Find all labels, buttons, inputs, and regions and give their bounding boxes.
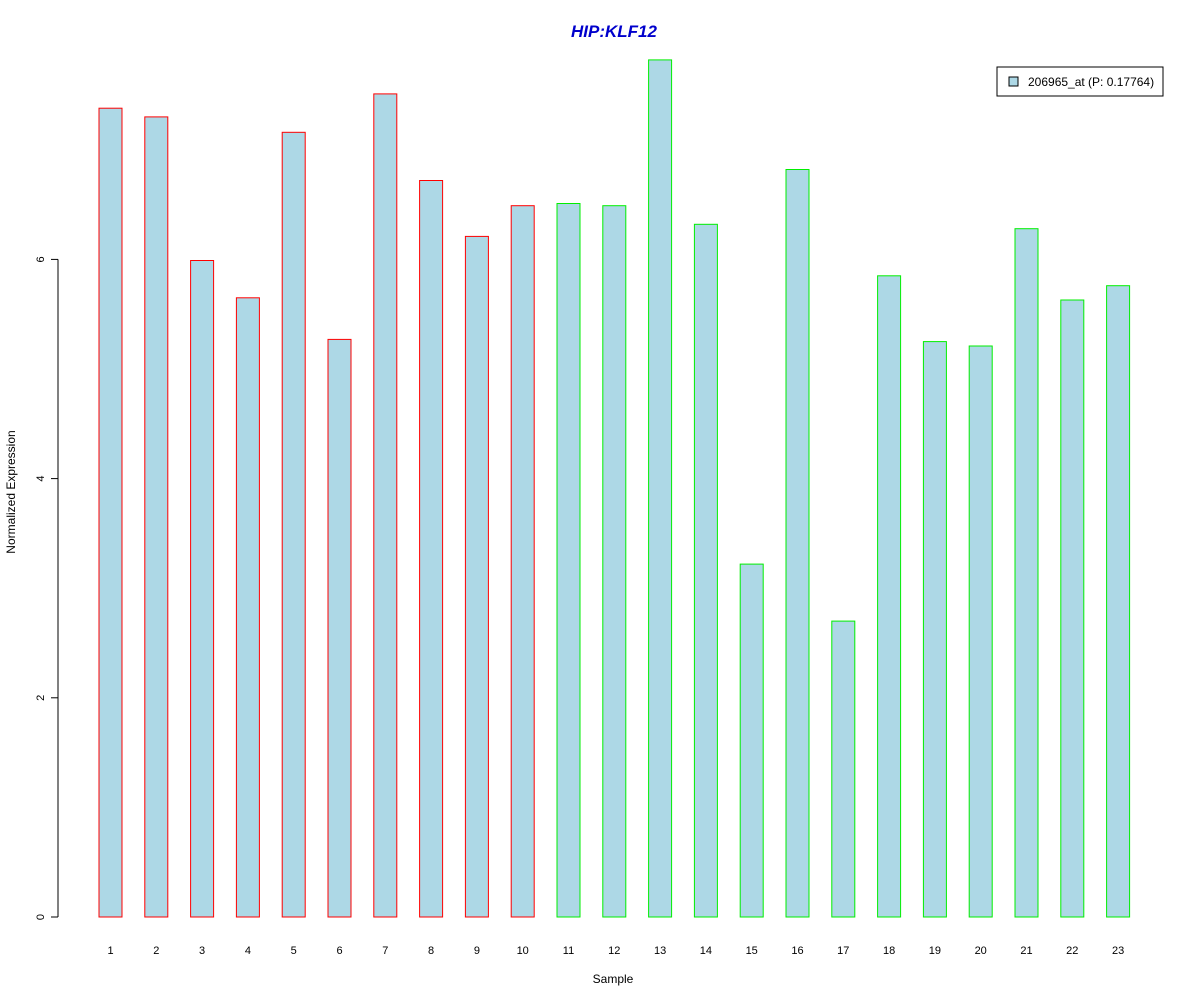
x-tick-label: 21 (1020, 945, 1032, 957)
x-tick-label: 20 (975, 945, 987, 957)
x-tick-label: 11 (563, 945, 574, 957)
bar-sample-19 (922, 341, 947, 918)
bar-sample-13 (648, 59, 673, 918)
y-tick-label: 2 (35, 695, 47, 701)
bar-sample-21 (1014, 228, 1039, 918)
x-tick-label: 19 (929, 945, 941, 957)
bar-sample-18 (877, 275, 902, 918)
bar-sample-15 (739, 563, 764, 918)
legend-swatch (1008, 76, 1019, 87)
bar-sample-4 (235, 297, 260, 918)
x-tick-label: 22 (1066, 945, 1078, 957)
x-tick-label: 15 (746, 945, 758, 957)
bar-sample-3 (190, 260, 215, 918)
bar-sample-14 (693, 223, 718, 918)
x-tick-label: 17 (837, 945, 849, 957)
bar-sample-17 (831, 620, 856, 918)
bar-sample-16 (785, 169, 810, 918)
bar-sample-20 (968, 345, 993, 918)
x-tick-label: 23 (1112, 945, 1124, 957)
x-tick-label: 2 (153, 945, 159, 957)
bar-sample-1 (98, 107, 123, 918)
y-axis-label: Normalized Expression (4, 430, 18, 553)
x-tick-label: 9 (474, 945, 480, 957)
x-tick-labels: 1 2 3 4 5 6 7 8 9 10 11 12 13 14 15 16 17 18 19 20 21 22 23 (107, 945, 1124, 957)
x-tick-label: 4 (245, 945, 251, 957)
y-axis: 0 2 4 6 (35, 256, 59, 920)
y-tick-label: 4 (35, 476, 47, 482)
bar-sample-9 (464, 235, 489, 918)
bars-group (98, 59, 1131, 918)
x-tick-label: 6 (336, 945, 342, 957)
bar-sample-5 (281, 131, 306, 918)
bar-sample-11 (556, 203, 581, 918)
x-tick-label: 18 (883, 945, 895, 957)
x-tick-label: 8 (428, 945, 434, 957)
chart-title: HIP:KLF12 (571, 22, 658, 41)
y-tick-label: 0 (35, 914, 47, 920)
legend-label: 206965_at (P: 0.17764) (1028, 75, 1154, 89)
bar-sample-6 (327, 338, 352, 918)
x-tick-label: 5 (291, 945, 297, 957)
bar-sample-2 (144, 116, 169, 918)
x-tick-label: 3 (199, 945, 205, 957)
y-tick-label: 6 (35, 256, 47, 262)
x-tick-label: 14 (700, 945, 712, 957)
legend: 206965_at (P: 0.17764) (996, 66, 1164, 97)
x-tick-label: 10 (517, 945, 529, 957)
bar-sample-8 (419, 180, 444, 918)
bar-sample-22 (1060, 299, 1085, 918)
legend-box (996, 66, 1164, 97)
bar-sample-12 (602, 205, 627, 918)
x-tick-label: 1 (107, 945, 113, 957)
bar-sample-23 (1106, 285, 1131, 918)
x-tick-label: 16 (791, 945, 803, 957)
x-tick-label: 12 (608, 945, 620, 957)
bar-sample-7 (373, 93, 398, 918)
bar-sample-10 (510, 205, 535, 918)
x-tick-label: 7 (382, 945, 388, 957)
x-axis-label: Sample (593, 972, 634, 986)
x-tick-label: 13 (654, 945, 666, 957)
